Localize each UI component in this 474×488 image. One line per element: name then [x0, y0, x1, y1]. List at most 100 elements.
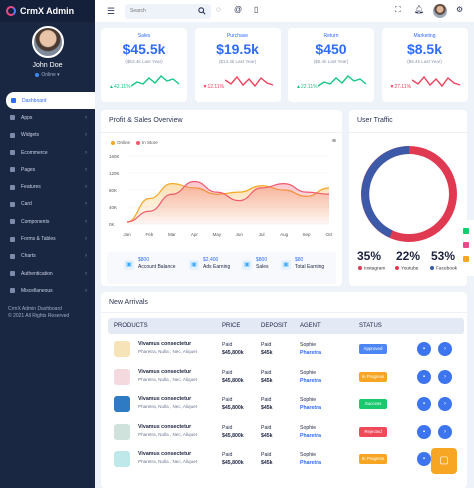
agent-first-name: Sophie: [300, 424, 317, 431]
donut-facebook-segment-lower[interactable]: [363, 206, 393, 238]
sidebar-item-components[interactable]: Components ›: [0, 213, 95, 230]
next-button[interactable]: ›: [438, 397, 452, 411]
chat-icon[interactable]: ◌: [216, 5, 221, 14]
chevron-right-icon: ›: [85, 287, 87, 294]
fullscreen-icon[interactable]: ⛶: [395, 5, 401, 14]
stat-card-return: Return $450 ($5.4k Last Year) ▲22.11%: [288, 28, 374, 102]
price-value: $45,800k: [222, 377, 244, 384]
deposit-state: Paid: [261, 452, 272, 458]
agent-first-name: Sophie: [300, 369, 317, 376]
stat-last-year: ($5.4k Last Year): [407, 59, 442, 64]
view-button[interactable]: ▪: [417, 342, 431, 356]
divider: [101, 312, 467, 313]
sidebar-item-apps[interactable]: Apps ›: [0, 109, 95, 126]
kpi-value: $800: [138, 257, 150, 263]
sidebar-item-card[interactable]: Card ›: [0, 196, 95, 213]
deposit-cell: Paid $45k: [261, 424, 273, 440]
sidebar-item-forms-tables[interactable]: Forms & Tables ›: [0, 230, 95, 247]
sidebar-item-charts[interactable]: Charts ›: [0, 248, 95, 265]
sidebar-item-features[interactable]: Features ›: [0, 178, 95, 195]
status-badge: Success: [359, 399, 387, 409]
stat-sparkline: [131, 75, 180, 87]
sidebar-item-authentication[interactable]: Authentication ›: [0, 265, 95, 282]
side-tool-icon-2[interactable]: [463, 242, 469, 248]
kpi-value: $80: [295, 257, 304, 263]
view-button[interactable]: ▪: [417, 452, 431, 466]
at-sign-icon[interactable]: @: [234, 5, 243, 14]
sidebar-item-miscellaneous[interactable]: Miscellaneous ›: [0, 282, 95, 299]
product-name[interactable]: Vivamus consectetur: [138, 341, 192, 347]
view-button[interactable]: ▪: [417, 369, 431, 384]
agent-last-name[interactable]: Pharetra: [300, 405, 322, 411]
next-button[interactable]: ›: [438, 424, 452, 439]
cart-icon: ▣: [242, 260, 252, 270]
sidebar-item-label: Pages: [21, 166, 36, 173]
product-image[interactable]: [114, 396, 130, 412]
sidebar-item-dashboard[interactable]: Dashboard: [6, 92, 95, 110]
sidebar-item-pages[interactable]: Pages ›: [0, 161, 95, 178]
next-button[interactable]: ›: [438, 369, 452, 384]
kpi-label: Total Earning: [295, 264, 325, 270]
product-name[interactable]: Vivamus consectetur: [138, 451, 192, 457]
view-button[interactable]: ▪: [417, 397, 431, 411]
profile: John Doe Online ▾: [0, 22, 95, 78]
chat-fab-button[interactable]: ▢: [431, 448, 457, 474]
product-name[interactable]: Vivamus consectetur: [138, 423, 192, 430]
status-badge: Rejected: [359, 426, 387, 437]
user-avatar[interactable]: [433, 4, 447, 18]
agent-last-name[interactable]: Pharetra: [300, 432, 322, 439]
product-image[interactable]: [114, 341, 130, 357]
menu-icon: [10, 150, 15, 156]
stat-percent: ▲22.11%: [296, 84, 318, 90]
y-tick-label: 80K: [109, 188, 117, 193]
side-tool-icon-1[interactable]: [463, 228, 469, 234]
status-badge: In Progress: [359, 371, 387, 382]
deposit-cell: Paid $45k: [261, 341, 273, 357]
online-dot-icon: [35, 72, 40, 77]
agent-last-name[interactable]: Pharetra: [300, 460, 322, 466]
sidebar-item-label: Miscellaneous: [21, 287, 53, 294]
product-image[interactable]: [114, 451, 130, 467]
donut-facebook-segment[interactable]: [361, 146, 410, 210]
kpi-sales: ▣ $800 Sales: [242, 257, 269, 271]
stat-percent-value: 22.11%: [300, 84, 318, 90]
product-image[interactable]: [114, 423, 130, 440]
profit-sales-title: Profit & Sales Overview: [109, 117, 183, 124]
legend-instore[interactable]: In Store: [136, 140, 158, 145]
bell-icon[interactable]: 🔔︎: [414, 5, 425, 14]
x-tick-label: Feb: [146, 232, 154, 237]
chevron-right-icon: ›: [85, 132, 87, 139]
brand[interactable]: CrmX Admin: [0, 0, 95, 22]
chart-menu-icon[interactable]: ≡: [331, 138, 336, 145]
profile-status[interactable]: Online ▾: [0, 72, 95, 78]
y-tick-label: 160K: [109, 154, 120, 159]
profit-sales-chart: 160K 120K 80K 40K 0K Jan Feb Mar Apr May Jun Jul Aug…: [109, 154, 333, 237]
deposit-state: Paid: [261, 342, 272, 348]
x-tick-label: Mar: [168, 232, 176, 237]
clipboard-icon[interactable]: ▯: [254, 5, 259, 14]
agent-last-name[interactable]: Pharetra: [300, 377, 322, 384]
product-name[interactable]: Vivamus consectetur: [138, 396, 192, 402]
chevron-right-icon: ›: [85, 184, 87, 191]
sidebar-item-ecommerce[interactable]: Ecommerce ›: [0, 144, 95, 161]
new-arrivals-title: New Arrivals: [109, 299, 148, 306]
series-line-in-store[interactable]: [126, 180, 330, 223]
settings-gear-icon[interactable]: ⚙: [456, 5, 464, 14]
product-name[interactable]: Vivamus consectetur: [138, 368, 192, 375]
menu-icon: [10, 201, 15, 207]
x-tick-label: May: [213, 232, 222, 237]
traffic-label-facebook: Facebook: [430, 266, 457, 271]
deposit-cell: Paid $45k: [261, 451, 273, 467]
agent-last-name[interactable]: Pharetra: [300, 350, 322, 356]
side-tool-icon-3[interactable]: [463, 256, 469, 262]
sidebar-item-widgets[interactable]: Widgets ›: [0, 127, 95, 144]
hamburger-menu-icon[interactable]: ☰: [107, 5, 116, 16]
avatar[interactable]: [31, 26, 64, 58]
next-button[interactable]: ›: [438, 342, 452, 356]
product-image[interactable]: [114, 368, 130, 385]
search-icon[interactable]: [198, 7, 206, 15]
legend-online[interactable]: Online: [111, 140, 130, 145]
agent-cell: Sophie Pharetra: [300, 396, 321, 412]
view-button[interactable]: ▪: [417, 424, 431, 439]
search-input[interactable]: [130, 8, 190, 14]
